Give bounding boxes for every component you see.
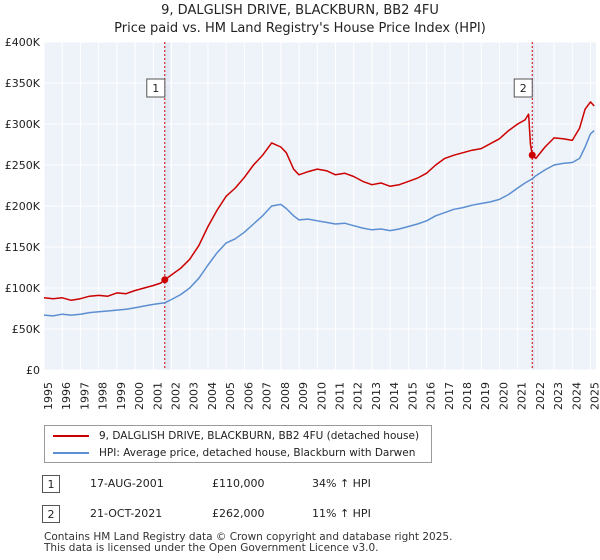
x-tick-label: 2018 <box>461 382 474 410</box>
legend-swatch-hpi <box>53 452 89 454</box>
x-tick-label: 2006 <box>242 382 255 410</box>
x-tick-label: 2007 <box>261 382 274 410</box>
x-tick-label: 2010 <box>315 382 328 410</box>
footer-licence: This data is licensed under the Open Gov… <box>44 542 379 554</box>
legend-swatch-property <box>53 435 89 437</box>
transaction-row: 2 21-OCT-2021 £262,000 11% ↑ HPI <box>0 505 600 527</box>
y-tick-label: £300K <box>5 118 41 131</box>
chart-subtitle: Price paid vs. HM Land Registry's House … <box>114 21 486 36</box>
transaction-date: 17-AUG-2001 <box>90 477 164 490</box>
hpi-line <box>43 130 595 317</box>
sale-point <box>528 151 536 159</box>
x-tick-label: 2017 <box>443 382 456 410</box>
x-tick-label: 1998 <box>97 382 110 410</box>
y-tick-label: £400K <box>5 36 41 49</box>
x-tick-label: 2022 <box>534 382 547 410</box>
transaction-hpi-change: 11% ↑ HPI <box>312 507 371 520</box>
transaction-badge: 1 <box>42 475 60 493</box>
x-tick-label: 1997 <box>78 382 91 410</box>
legend-item-hpi: HPI: Average price, detached house, Blac… <box>53 445 415 461</box>
x-tick-label: 2003 <box>188 382 201 410</box>
legend-item-property: 9, DALGLISH DRIVE, BLACKBURN, BB2 4FU (d… <box>53 428 419 444</box>
x-tick-label: 1999 <box>115 382 128 410</box>
y-tick-label: £100K <box>5 282 41 295</box>
y-tick-label: £150K <box>5 241 41 254</box>
sale-badge-box <box>146 78 166 98</box>
y-tick-label: £50K <box>12 323 41 336</box>
x-tick-label: 2019 <box>479 382 492 410</box>
transaction-date: 21-OCT-2021 <box>90 507 163 520</box>
x-tick-label: 2023 <box>552 382 565 410</box>
chart-title: 9, DALGLISH DRIVE, BLACKBURN, BB2 4FU <box>161 3 439 18</box>
property-price-line <box>43 101 595 302</box>
x-tick-label: 2024 <box>570 382 583 410</box>
x-tick-label: 2004 <box>206 382 219 410</box>
x-tick-label: 2008 <box>279 382 292 410</box>
x-tick-label: 2000 <box>133 382 146 410</box>
footer: Contains HM Land Registry data © Crown c… <box>44 532 452 554</box>
transaction-price: £262,000 <box>212 507 265 520</box>
x-tick-label: 2012 <box>352 382 365 410</box>
x-tick-label: 2013 <box>370 382 383 410</box>
sale-badge-label: 2 <box>520 82 527 95</box>
x-tick-label: 2014 <box>388 382 401 410</box>
transaction-price: £110,000 <box>212 477 265 490</box>
transaction-badge: 2 <box>42 505 60 523</box>
transaction-hpi-change: 34% ↑ HPI <box>312 477 371 490</box>
y-tick-label: £0 <box>26 364 40 377</box>
y-tick-label: £250K <box>5 159 41 172</box>
transaction-row: 1 17-AUG-2001 £110,000 34% ↑ HPI <box>0 475 600 497</box>
y-tick-label: £350K <box>5 77 41 90</box>
x-tick-label: 2025 <box>589 382 600 410</box>
price-chart: £0 £50K £100K £150K £200K £250K £300K £350K £400… <box>5 36 600 410</box>
sale-badge-box <box>513 78 533 98</box>
x-tick-label: 2021 <box>516 382 529 410</box>
legend-label-property: 9, DALGLISH DRIVE, BLACKBURN, BB2 4FU (d… <box>99 430 420 442</box>
x-tick-label: 2001 <box>151 382 164 410</box>
x-tick-label: 1996 <box>60 382 73 410</box>
x-tick-label: 2015 <box>406 382 419 410</box>
x-tick-label: 1995 <box>42 382 55 410</box>
x-tick-label: 2009 <box>297 382 310 410</box>
footer-copyright: Contains HM Land Registry data © Crown c… <box>44 531 453 543</box>
x-tick-label: 2002 <box>170 382 183 410</box>
sale-point <box>161 276 169 284</box>
x-tick-label: 2011 <box>333 382 346 410</box>
legend: 9, DALGLISH DRIVE, BLACKBURN, BB2 4FU (d… <box>44 425 432 463</box>
x-tick-label: 2005 <box>224 382 237 410</box>
y-tick-label: £200K <box>5 200 41 213</box>
legend-label-hpi: HPI: Average price, detached house, Blac… <box>99 447 416 459</box>
x-tick-label: 2020 <box>497 382 510 410</box>
x-tick-label: 2016 <box>425 382 438 410</box>
sale-badge-label: 1 <box>152 82 159 95</box>
